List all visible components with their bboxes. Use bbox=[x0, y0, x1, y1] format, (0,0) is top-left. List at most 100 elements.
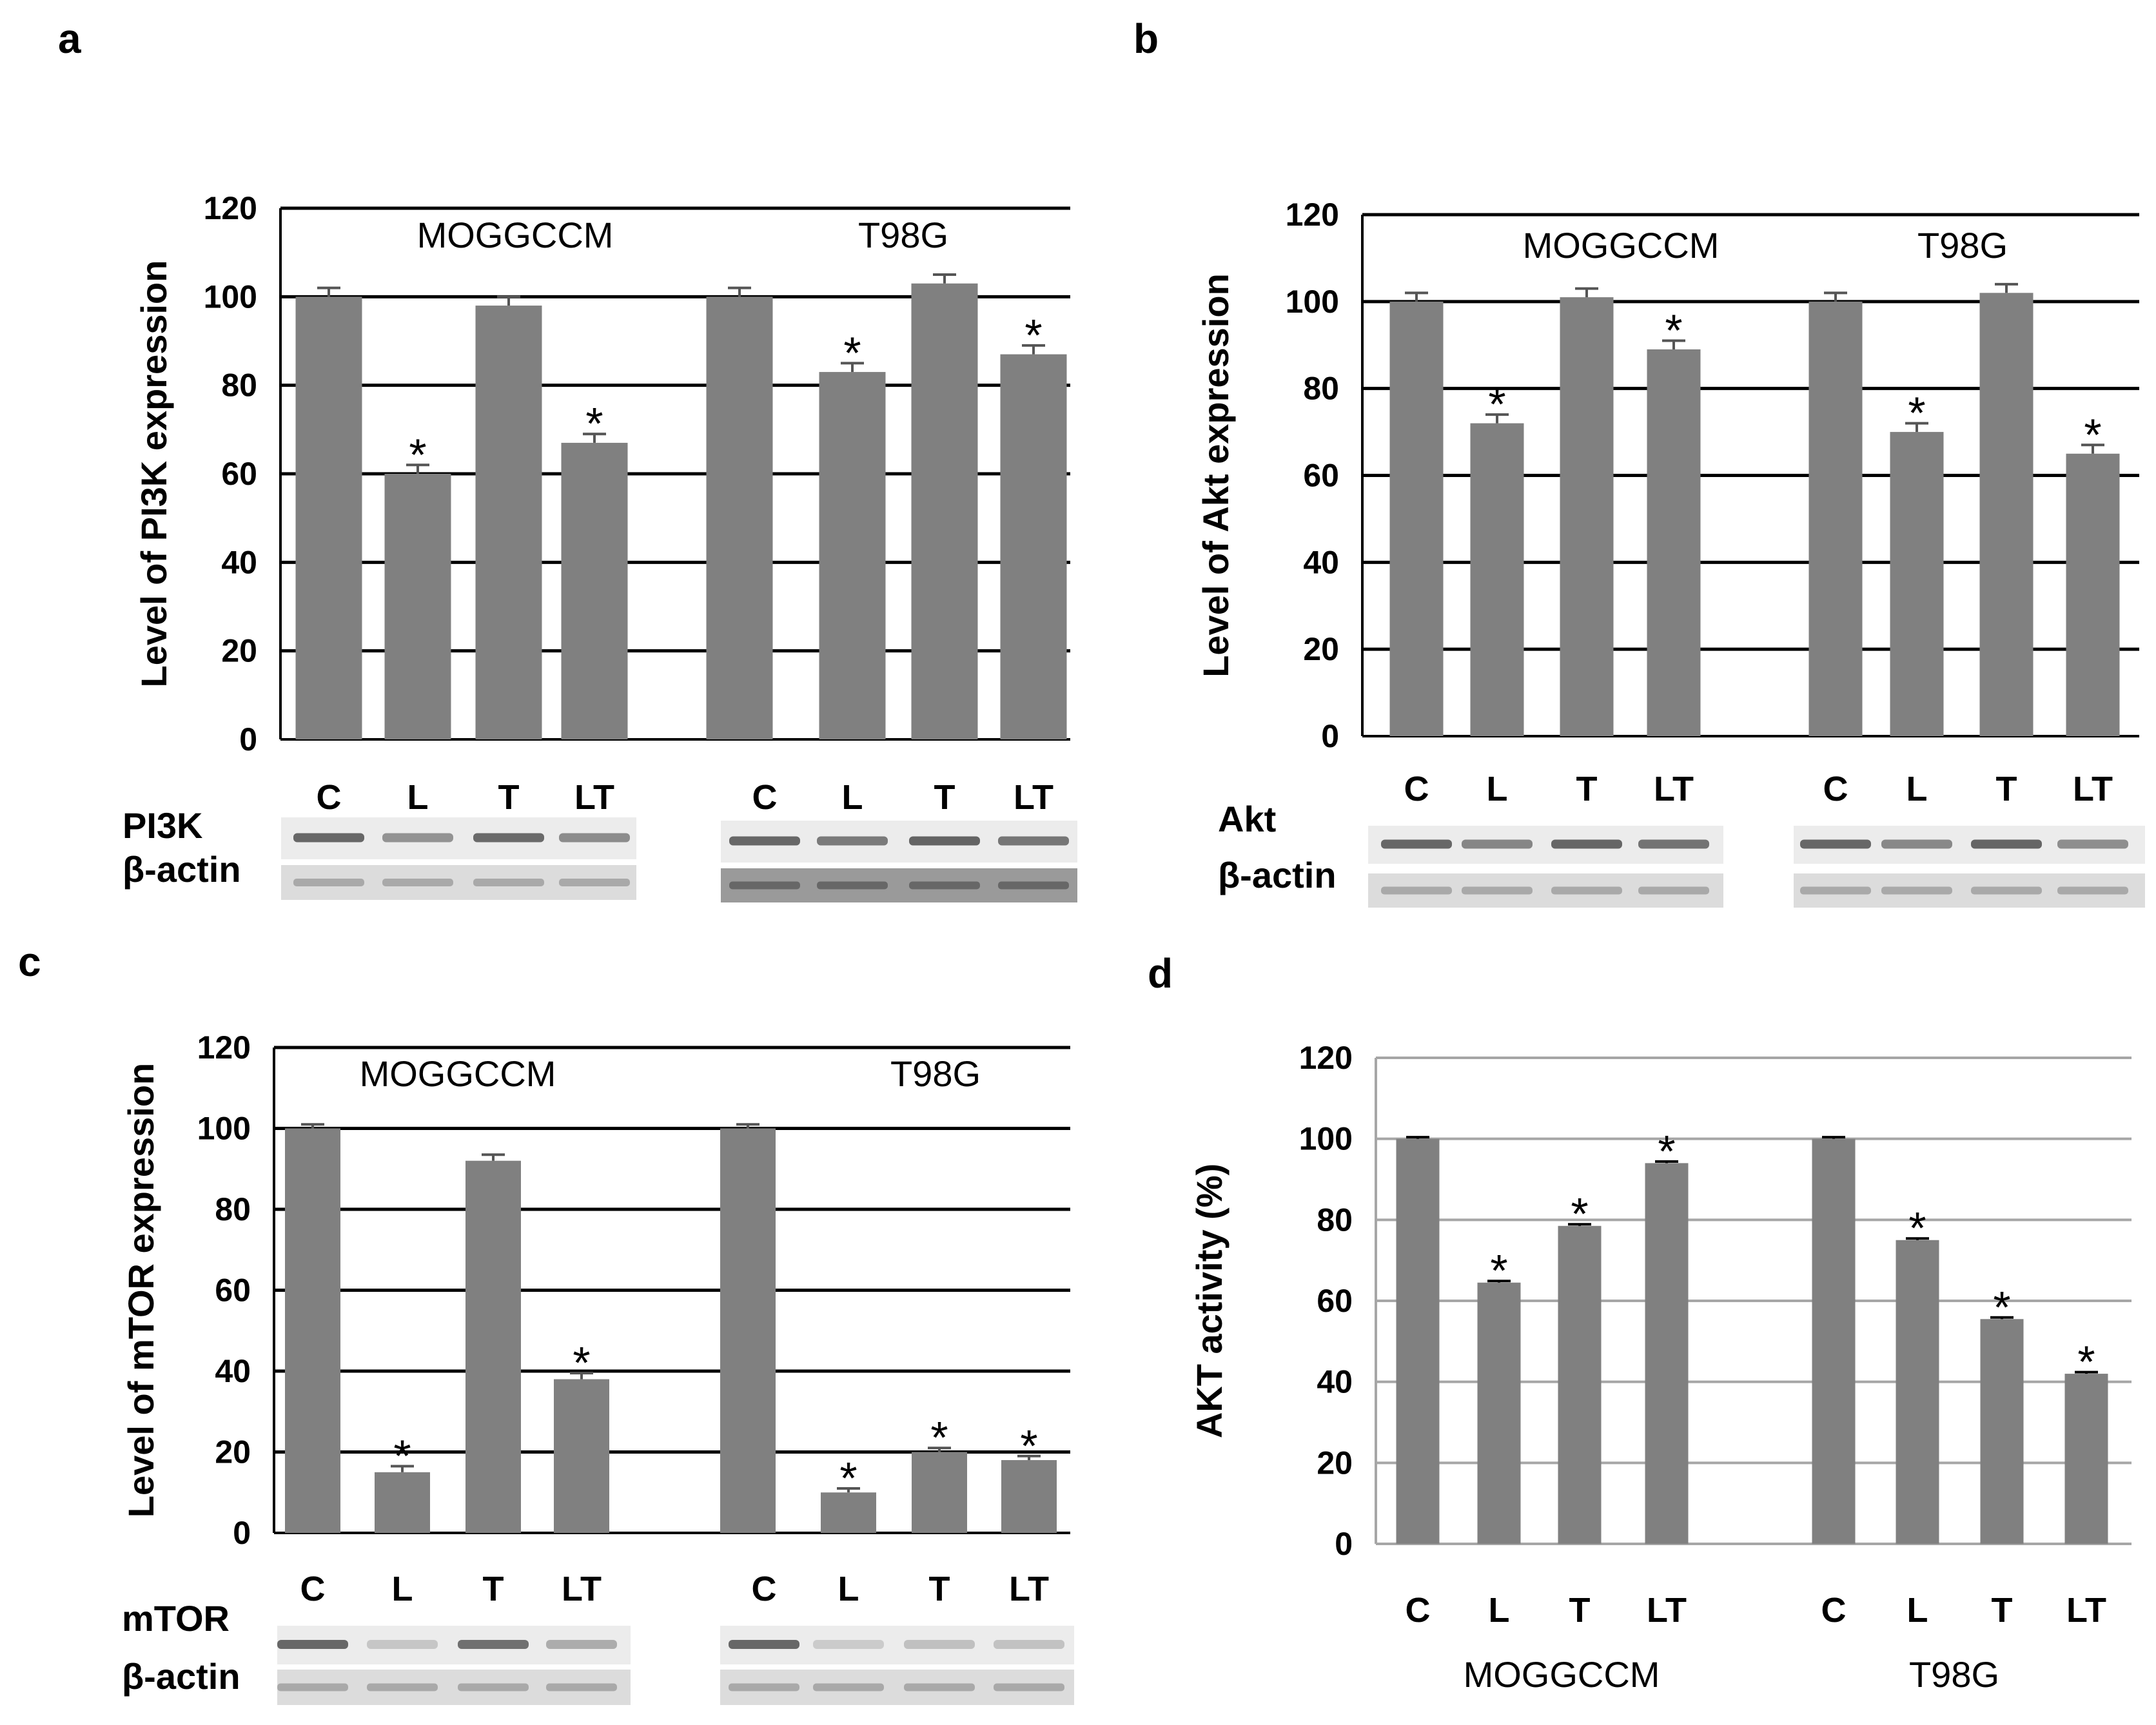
bar bbox=[1980, 1319, 2024, 1544]
y-tick-label: 20 bbox=[215, 1434, 251, 1470]
category-label: T bbox=[1569, 1591, 1591, 1630]
significance-star: * bbox=[573, 1338, 590, 1388]
blot-band bbox=[1638, 839, 1709, 849]
category-label: L bbox=[842, 778, 863, 817]
blot-band bbox=[473, 879, 544, 886]
blot-band bbox=[904, 1640, 975, 1649]
bar bbox=[295, 297, 362, 739]
bar bbox=[1477, 1282, 1521, 1544]
group-label: T98G bbox=[890, 1053, 981, 1094]
y-tick-label: 80 bbox=[1317, 1202, 1353, 1238]
blot-band bbox=[729, 881, 800, 890]
bar bbox=[2064, 1374, 2108, 1544]
significance-star: * bbox=[2084, 409, 2101, 460]
category-label: L bbox=[1907, 1591, 1928, 1630]
category-label: LT bbox=[1647, 1591, 1687, 1630]
category-label: LT bbox=[2066, 1591, 2106, 1630]
y-tick-label: 0 bbox=[239, 721, 257, 757]
category-label: L bbox=[1489, 1591, 1510, 1630]
panel-c: c 0 20 40 60 80 100 120 Level of mTOR expression… bbox=[18, 939, 1074, 1705]
y-tick-label: 40 bbox=[215, 1353, 251, 1389]
significance-star: * bbox=[1665, 306, 1682, 356]
y-tick-label: 120 bbox=[1299, 1040, 1353, 1076]
y-tick-label: 0 bbox=[233, 1515, 251, 1551]
blot-band bbox=[909, 881, 980, 890]
blot-band bbox=[1462, 886, 1533, 895]
blot-band bbox=[1638, 886, 1709, 895]
category-label: C bbox=[1406, 1591, 1431, 1630]
significance-star: * bbox=[2077, 1337, 2095, 1387]
blot-loading-label: β-actin bbox=[122, 1656, 240, 1697]
blot-loading-label: β-actin bbox=[1218, 855, 1337, 895]
blot-band bbox=[1381, 839, 1452, 849]
blot-band bbox=[998, 881, 1069, 890]
category-label: C bbox=[1823, 770, 1848, 808]
significance-star: * bbox=[409, 429, 426, 480]
y-tick-label: 40 bbox=[1303, 544, 1339, 580]
bar bbox=[1812, 1138, 1856, 1544]
y-axis-label: Level of mTOR expression bbox=[121, 1063, 161, 1517]
significance-star: * bbox=[930, 1412, 948, 1463]
category-label: LT bbox=[2073, 770, 2113, 808]
blot-band bbox=[817, 836, 888, 846]
y-tick-label: 60 bbox=[1317, 1283, 1353, 1319]
bar bbox=[1896, 1240, 1939, 1544]
y-tick-label: 60 bbox=[221, 456, 257, 492]
bar bbox=[1001, 1460, 1057, 1533]
blot-band bbox=[994, 1640, 1064, 1649]
blot-band bbox=[559, 833, 630, 843]
blot-band bbox=[1881, 839, 1952, 849]
category-label: L bbox=[407, 778, 429, 817]
blot-band bbox=[458, 1640, 529, 1649]
bar bbox=[1890, 432, 1944, 736]
blot-band bbox=[2057, 839, 2128, 849]
blot-band bbox=[729, 1683, 799, 1691]
bar bbox=[1396, 1138, 1440, 1544]
significance-star: * bbox=[1490, 1245, 1507, 1296]
blot-band bbox=[382, 833, 453, 843]
significance-star: * bbox=[839, 1453, 857, 1503]
blot-band bbox=[293, 833, 364, 843]
category-label: T bbox=[498, 778, 520, 817]
category-label: T bbox=[1996, 770, 2017, 808]
blot-protein-label: mTOR bbox=[122, 1598, 230, 1639]
category-label: T bbox=[929, 1570, 950, 1608]
group-label: T98G bbox=[1909, 1654, 1999, 1695]
category-label: LT bbox=[1654, 770, 1694, 808]
category-label: C bbox=[752, 778, 778, 817]
y-tick-label: 80 bbox=[215, 1191, 251, 1227]
y-tick-label: 60 bbox=[1303, 458, 1339, 494]
bar bbox=[1645, 1163, 1689, 1544]
group-label: MOGGCCM bbox=[360, 1053, 556, 1094]
blot-band bbox=[813, 1683, 884, 1691]
category-label: LT bbox=[562, 1570, 602, 1608]
category-label: T bbox=[934, 778, 956, 817]
bar bbox=[911, 283, 978, 739]
bar bbox=[1979, 293, 2034, 737]
category-label: LT bbox=[574, 778, 614, 817]
category-label: T bbox=[483, 1570, 504, 1608]
blot-band bbox=[1800, 886, 1871, 895]
category-label: C bbox=[317, 778, 342, 817]
category-label: L bbox=[392, 1570, 413, 1608]
blot-band bbox=[546, 1640, 617, 1649]
y-tick-label: 100 bbox=[1286, 284, 1339, 320]
panel-b: b 0 20 40 60 80 100 120 Level of Akt expression M… bbox=[1133, 15, 2145, 908]
bar bbox=[1647, 349, 1701, 736]
bar bbox=[1000, 354, 1067, 739]
blot-band bbox=[546, 1683, 617, 1691]
y-axis-label: Level of PI3K expression bbox=[133, 260, 174, 688]
y-tick-label: 0 bbox=[1321, 718, 1339, 754]
category-label: L bbox=[1906, 770, 1928, 808]
category-label: C bbox=[1821, 1591, 1847, 1630]
blot-band bbox=[909, 836, 980, 846]
y-tick-label: 40 bbox=[1317, 1364, 1353, 1400]
bar bbox=[466, 1160, 521, 1533]
category-label: L bbox=[838, 1570, 859, 1608]
category-label: C bbox=[1404, 770, 1429, 808]
category-label: L bbox=[1487, 770, 1508, 808]
y-tick-label: 120 bbox=[204, 190, 257, 226]
y-tick-label: 100 bbox=[1299, 1121, 1353, 1157]
bar bbox=[819, 372, 886, 739]
category-label: C bbox=[752, 1570, 777, 1608]
